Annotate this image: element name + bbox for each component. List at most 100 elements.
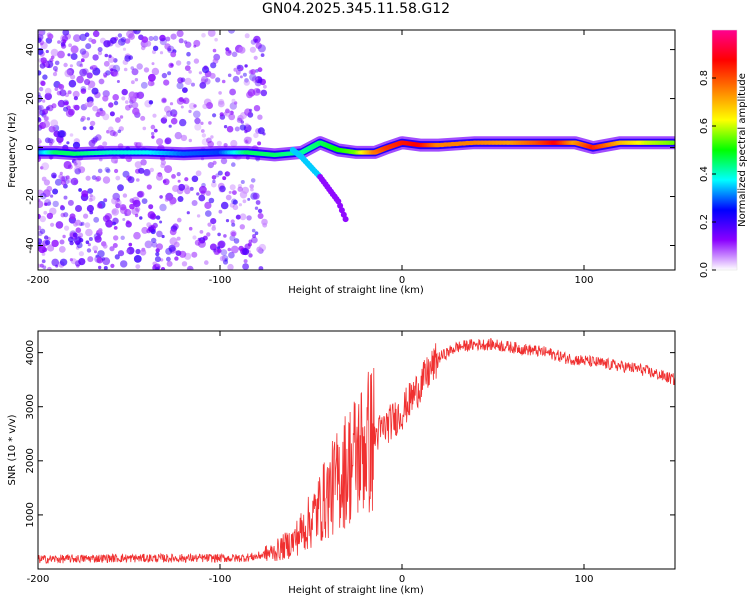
- noise-point: [126, 220, 130, 225]
- noise-point: [217, 100, 225, 108]
- noise-point: [255, 200, 261, 205]
- noise-point: [86, 117, 91, 121]
- noise-point: [140, 115, 146, 121]
- noise-point: [164, 165, 173, 174]
- snr-line-group: [38, 338, 675, 565]
- noise-point: [133, 231, 141, 240]
- noise-point: [238, 245, 244, 252]
- noise-point: [78, 166, 86, 174]
- noise-point: [248, 239, 253, 244]
- noise-point: [188, 138, 192, 143]
- noise-point: [50, 119, 59, 128]
- noise-point: [63, 161, 72, 169]
- noise-point: [44, 137, 51, 144]
- y-tick-label: 0: [25, 144, 36, 150]
- noise-point: [160, 117, 168, 124]
- noise-point: [164, 197, 169, 202]
- noise-point: [82, 68, 89, 75]
- noise-point: [218, 91, 222, 95]
- noise-point: [207, 162, 214, 169]
- noise-point: [159, 38, 167, 46]
- noise-point: [227, 263, 234, 270]
- noise-point: [57, 99, 66, 108]
- noise-point: [223, 234, 227, 238]
- noise-point: [163, 79, 170, 86]
- noise-point: [60, 212, 66, 218]
- noise-point: [140, 159, 147, 166]
- noise-point: [141, 226, 149, 234]
- noise-point: [247, 197, 251, 201]
- noise-point: [112, 64, 121, 73]
- noise-point: [123, 67, 128, 72]
- noise-point: [230, 245, 239, 254]
- noise-point: [63, 212, 69, 218]
- noise-point: [199, 185, 207, 194]
- noise-point: [131, 80, 135, 85]
- noise-point: [166, 45, 175, 54]
- noise-point: [38, 245, 46, 254]
- noise-point: [207, 222, 212, 227]
- noise-point: [226, 125, 234, 133]
- noise-point: [96, 203, 103, 209]
- noise-point: [122, 193, 128, 198]
- noise-point: [196, 192, 200, 196]
- noise-point: [82, 126, 87, 131]
- noise-point: [132, 107, 140, 116]
- noise-point: [116, 80, 120, 83]
- noise-point: [103, 40, 111, 48]
- noise-point: [260, 89, 268, 97]
- noise-point: [143, 67, 150, 73]
- noise-point: [85, 175, 91, 181]
- noise-point: [186, 265, 194, 270]
- noise-point: [244, 33, 250, 39]
- noise-point: [128, 242, 133, 247]
- noise-point: [216, 140, 222, 146]
- noise-point: [91, 39, 97, 44]
- noise-point: [203, 98, 212, 107]
- noise-point: [257, 127, 265, 135]
- noise-point: [250, 187, 254, 192]
- noise-point: [250, 39, 257, 45]
- noise-point: [59, 239, 65, 245]
- noise-point: [108, 102, 114, 108]
- noise-point: [73, 34, 81, 42]
- noise-point: [79, 63, 84, 68]
- noise-point: [73, 166, 82, 174]
- noise-point: [156, 230, 163, 238]
- noise-point: [148, 100, 154, 105]
- noise-point: [38, 263, 41, 268]
- noise-point: [38, 86, 44, 92]
- noise-point: [198, 194, 206, 202]
- noise-point: [151, 49, 157, 55]
- noise-point: [204, 260, 209, 265]
- noise-point: [131, 68, 139, 76]
- noise-point: [51, 172, 57, 179]
- noise-point: [102, 90, 110, 98]
- noise-point: [98, 228, 103, 233]
- noise-point: [143, 168, 151, 177]
- noise-point: [64, 69, 73, 78]
- noise-point: [66, 141, 70, 145]
- noise-point: [254, 38, 258, 42]
- noise-point: [129, 203, 135, 210]
- noise-point: [50, 48, 59, 57]
- noise-point: [95, 134, 102, 141]
- noise-point: [93, 216, 100, 223]
- noise-point: [54, 178, 62, 186]
- noise-point: [114, 254, 120, 260]
- noise-point: [159, 51, 164, 55]
- noise-point: [212, 224, 216, 228]
- noise-point: [227, 247, 232, 252]
- noise-point: [46, 212, 54, 220]
- noise-point: [75, 205, 82, 212]
- noise-point: [242, 199, 247, 204]
- noise-point: [70, 53, 78, 60]
- spectrogram-frame: [37, 29, 676, 271]
- noise-point: [186, 211, 190, 215]
- noise-point: [257, 67, 263, 73]
- noise-point: [151, 237, 157, 244]
- noise-point: [47, 137, 54, 144]
- noise-point: [86, 204, 94, 213]
- noise-point: [174, 256, 179, 261]
- noise-point: [63, 106, 68, 112]
